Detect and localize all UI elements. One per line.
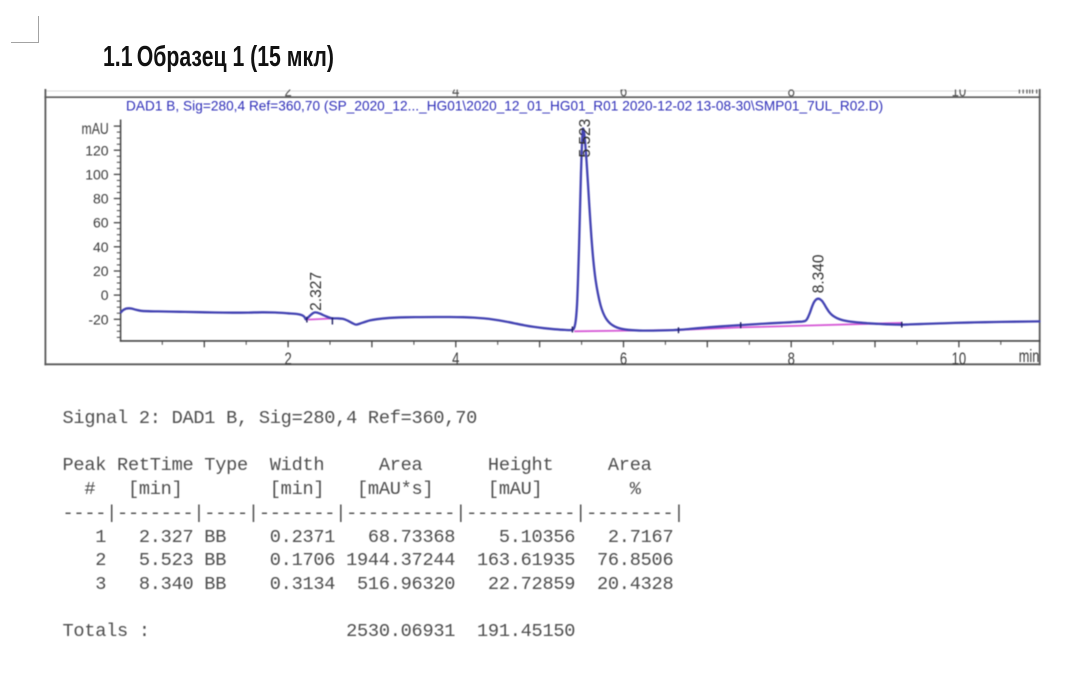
svg-text:8: 8	[788, 350, 795, 369]
svg-text:4: 4	[452, 82, 460, 101]
svg-text:2: 2	[284, 350, 291, 369]
svg-text:120: 120	[85, 142, 109, 158]
svg-text:min: min	[1018, 79, 1038, 99]
svg-text:8.340: 8.340	[811, 254, 828, 293]
svg-text:60: 60	[93, 215, 109, 231]
svg-text:4: 4	[452, 350, 460, 369]
svg-text:8: 8	[788, 82, 795, 101]
svg-text:2: 2	[284, 82, 291, 101]
svg-text:20: 20	[93, 263, 109, 279]
svg-text:10: 10	[952, 82, 967, 101]
svg-text:6: 6	[620, 350, 627, 369]
svg-text:mAU: mAU	[82, 121, 109, 138]
svg-text:0: 0	[101, 287, 109, 303]
svg-text:min: min	[1019, 347, 1040, 367]
svg-text:80: 80	[93, 191, 109, 207]
svg-text:6: 6	[620, 82, 627, 101]
svg-text:40: 40	[93, 239, 109, 255]
svg-text:2.327: 2.327	[308, 272, 325, 311]
svg-text:10: 10	[952, 350, 967, 369]
svg-text:DAD1 B, Sig=280,4 Ref=360,70 (: DAD1 B, Sig=280,4 Ref=360,70 (SP_2020_12…	[126, 99, 883, 114]
svg-text:5.523: 5.523	[577, 119, 594, 158]
svg-text:-20: -20	[88, 311, 108, 327]
svg-text:100: 100	[85, 166, 109, 182]
